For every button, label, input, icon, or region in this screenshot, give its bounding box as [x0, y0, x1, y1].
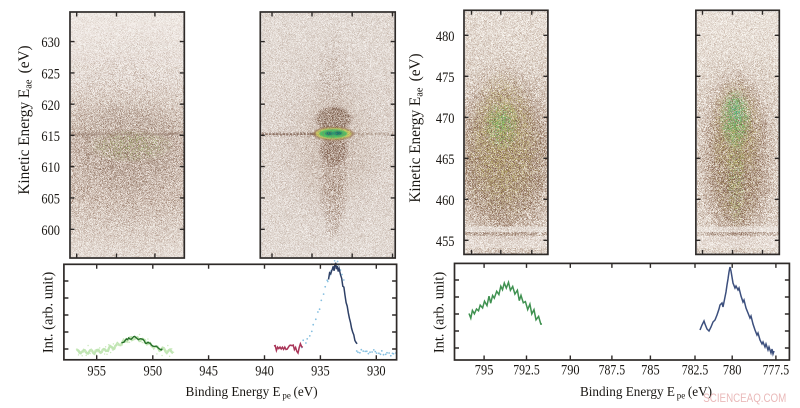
svg-text:945: 945 [199, 363, 218, 379]
svg-text:940: 940 [255, 363, 274, 379]
svg-text:465: 465 [436, 152, 455, 168]
svg-text:600: 600 [41, 223, 60, 239]
svg-text:620: 620 [41, 98, 60, 114]
svg-text:782.5: 782.5 [682, 363, 709, 379]
svg-text:780: 780 [723, 363, 742, 379]
svg-text:935: 935 [311, 363, 330, 379]
svg-text:Kinetic Energy Eae (eV): Kinetic Energy Eae (eV) [16, 45, 34, 194]
svg-text:930: 930 [367, 363, 386, 379]
svg-text:630: 630 [41, 35, 60, 51]
svg-text:480: 480 [436, 29, 455, 45]
svg-text:792.5: 792.5 [513, 363, 540, 379]
svg-text:955: 955 [87, 363, 106, 379]
svg-text:787.5: 787.5 [599, 363, 626, 379]
svg-text:625: 625 [41, 67, 60, 83]
svg-text:Int. (arb. unit): Int. (arb. unit) [432, 272, 448, 354]
svg-text:Binding Energy E pe (eV): Binding Energy E pe (eV) [580, 384, 712, 401]
svg-text:795: 795 [475, 363, 494, 379]
svg-text:470: 470 [436, 111, 455, 127]
svg-text:610: 610 [41, 160, 60, 176]
svg-text:455: 455 [436, 234, 455, 250]
svg-text:Binding Energy E pe (eV): Binding Energy E pe (eV) [186, 384, 318, 401]
svg-text:460: 460 [436, 193, 455, 209]
svg-text:950: 950 [144, 363, 163, 379]
svg-text:785: 785 [641, 363, 660, 379]
svg-text:SCIENCEAQ.COM: SCIENCEAQ.COM [703, 393, 786, 406]
svg-text:475: 475 [436, 70, 455, 86]
svg-text:615: 615 [41, 129, 60, 145]
svg-text:777.5: 777.5 [763, 363, 790, 379]
svg-text:Int. (arb. unit): Int. (arb. unit) [40, 272, 56, 354]
svg-text:605: 605 [41, 192, 60, 208]
svg-text:790: 790 [561, 363, 580, 379]
svg-text:Kinetic Energy Eae (eV): Kinetic Energy Eae (eV) [407, 53, 425, 202]
